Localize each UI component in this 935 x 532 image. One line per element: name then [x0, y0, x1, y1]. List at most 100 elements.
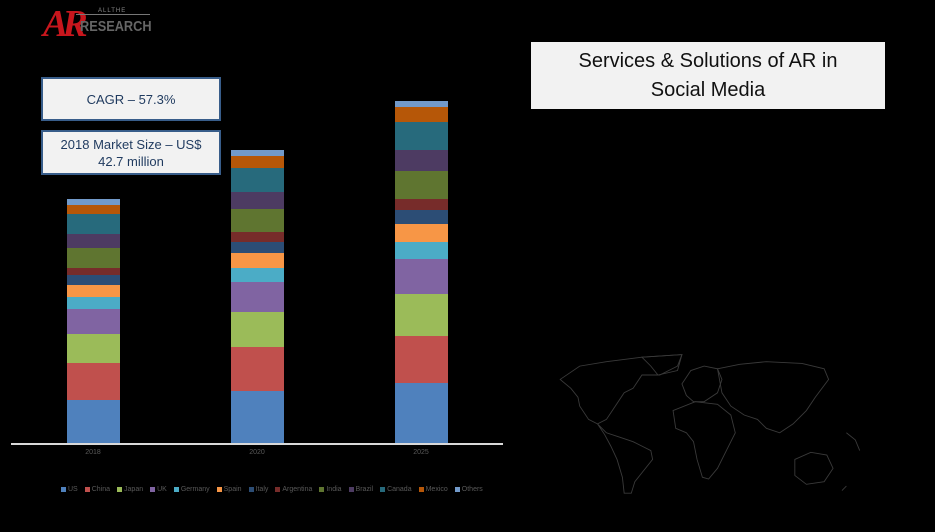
legend-swatch [348, 487, 354, 492]
legend-label: China [91, 486, 111, 493]
bar-segment-brazil [231, 192, 284, 209]
bar-segment-spain [67, 285, 120, 297]
logo-divider [76, 14, 150, 15]
legend-label: Spain [223, 486, 242, 493]
bar-segment-brazil [395, 150, 448, 171]
legend-swatch [61, 487, 66, 492]
bar-segment-us [67, 400, 120, 443]
logo-name: RESEARCH [80, 18, 152, 35]
bar-segment-us [395, 383, 448, 443]
legend-item-others: Others [454, 486, 483, 493]
title-box: Services & Solutions of AR in Social Med… [531, 42, 885, 109]
legend-label: Others [461, 486, 483, 493]
bar-2025 [395, 101, 448, 443]
chart-legend: US China Japan UK Germany Spain Italy Argentina… [61, 486, 483, 493]
legend-item-canada: Canada [380, 486, 412, 493]
bar-segment-china [231, 347, 284, 391]
logo: AR ALLTHE RESEARCH [40, 2, 160, 46]
bar-segment-argentina [395, 199, 448, 210]
legend-item-india: India [319, 486, 342, 493]
bar-segment-germany [231, 268, 284, 282]
x-axis-label: 2025 [413, 449, 429, 456]
legend-swatch [319, 487, 325, 492]
legend-item-spain: Spain [216, 486, 242, 493]
bar-segment-brazil [67, 234, 120, 248]
bar-segment-canada [231, 168, 284, 192]
bar-segment-india [67, 248, 120, 268]
bar-segment-japan [231, 312, 284, 347]
bar-segment-others [67, 199, 120, 205]
legend-swatch [150, 487, 156, 492]
bar-segment-mexico [395, 107, 448, 122]
legend-swatch [380, 487, 386, 492]
bar-segment-mexico [67, 205, 120, 214]
cagr-text: CAGR – 57.3% [86, 91, 176, 107]
legend-label: Mexico [425, 486, 448, 493]
world-map-icon [559, 354, 861, 494]
legend-item-brazil: Brazil [348, 486, 374, 493]
legend-item-uk: UK [150, 486, 167, 493]
legend-label: US [68, 486, 78, 493]
legend-item-us: US [61, 486, 78, 493]
legend-item-japan: Japan [117, 486, 143, 493]
bar-segment-argentina [67, 268, 120, 275]
x-axis-label: 2018 [85, 449, 101, 456]
bar-segment-india [395, 171, 448, 199]
bar-segment-others [395, 101, 448, 107]
legend-swatch [248, 487, 254, 492]
bar-segment-argentina [231, 232, 284, 242]
legend-swatch [275, 487, 281, 492]
x-axis-line [11, 443, 503, 445]
bar-segment-china [395, 336, 448, 383]
legend-label: Japan [124, 486, 144, 493]
legend-swatch [117, 487, 123, 492]
bar-segment-italy [231, 242, 284, 253]
logo-small-text: ALLTHE [95, 8, 130, 14]
bar-2018 [67, 199, 120, 443]
bar-segment-spain [395, 224, 448, 242]
legend-label: India [326, 486, 342, 493]
legend-item-mexico: Mexico [418, 486, 448, 493]
bar-segment-germany [67, 297, 120, 309]
legend-swatch [216, 487, 222, 492]
bar-segment-uk [67, 309, 120, 334]
legend-item-italy: Italy [248, 486, 269, 493]
market-size-box: 2018 Market Size – US$ 42.7 million [41, 130, 221, 175]
bar-segment-spain [231, 253, 284, 268]
title-line2: Social Media [650, 78, 766, 101]
x-axis-label: 2020 [249, 449, 265, 456]
bar-segment-us [231, 391, 284, 443]
bar-segment-india [231, 209, 284, 232]
logo-mark: AR [43, 3, 88, 45]
legend-swatch [418, 487, 424, 492]
legend-label: Brazil [355, 486, 374, 493]
bar-segment-italy [67, 275, 120, 285]
legend-item-germany: Germany [173, 486, 210, 493]
cagr-box: CAGR – 57.3% [41, 77, 221, 121]
legend-label: Italy [255, 486, 269, 493]
bar-segment-japan [67, 334, 120, 363]
legend-label: Canada [387, 486, 412, 493]
bar-segment-germany [395, 242, 448, 259]
legend-label: Argentina [282, 486, 313, 493]
legend-label: UK [157, 486, 167, 493]
bar-segment-italy [395, 210, 448, 224]
legend-swatch [84, 487, 90, 492]
legend-item-china: China [84, 486, 111, 493]
bar-segment-uk [395, 259, 448, 294]
legend-label: Germany [180, 486, 210, 493]
bar-segment-canada [395, 122, 448, 150]
bar-2020 [231, 150, 284, 443]
legend-swatch [173, 487, 179, 492]
legend-swatch [454, 487, 460, 492]
title-line1: Services & Solutions of AR in [578, 49, 838, 72]
bar-segment-japan [395, 294, 448, 336]
bar-segment-uk [231, 282, 284, 312]
bar-segment-others [231, 150, 284, 156]
market-size-line1: 2018 Market Size – US$ [60, 136, 202, 152]
legend-item-argentina: Argentina [275, 486, 312, 493]
bar-segment-china [67, 363, 120, 400]
bar-segment-canada [67, 214, 120, 234]
bar-segment-mexico [231, 156, 284, 168]
market-size-line2: 42.7 million [98, 153, 164, 169]
